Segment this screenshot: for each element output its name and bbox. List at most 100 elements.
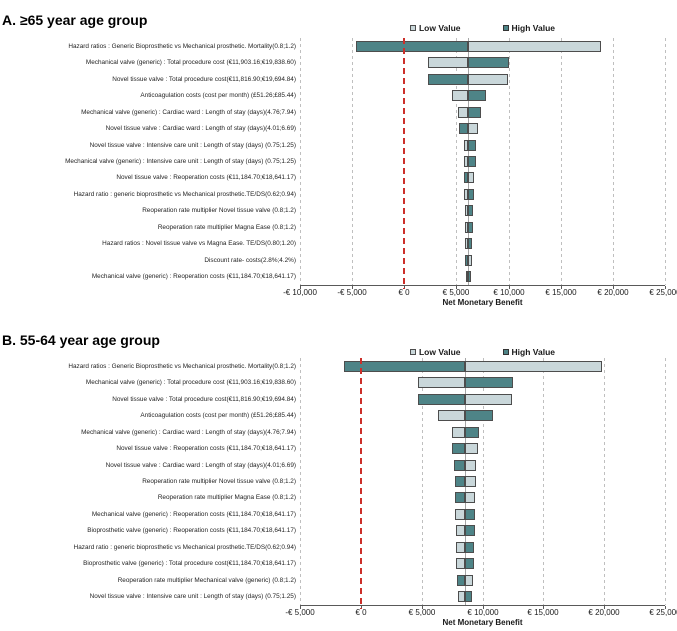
bar-segment-low — [465, 238, 469, 250]
x-axis-line — [300, 285, 665, 286]
bar-segment-low — [464, 188, 469, 200]
category-label: Hazard ratio : generic bioprosthetic vs … — [73, 543, 296, 551]
category-label: Mechanical valve (generic) : Intensive c… — [65, 158, 296, 165]
bar-segment-high — [468, 238, 473, 250]
x-axis-tick-label: € 5,000 — [442, 288, 470, 297]
bar-segment-high — [468, 221, 473, 233]
grid-line — [300, 38, 301, 285]
bar-segment-low — [457, 591, 465, 603]
category-label: Novel tissue valve : Total procedure cos… — [112, 395, 296, 403]
x-axis-tick-label: -€ 5,000 — [285, 608, 315, 617]
bar-segment-high — [464, 541, 475, 553]
category-label: Novel tissue valve : Total procedure cos… — [112, 75, 296, 83]
category-label: Novel tissue valve : Reoperation costs (… — [116, 174, 296, 182]
grid-line — [612, 38, 614, 285]
bar-segment-low — [468, 73, 508, 85]
bar-segment-high — [468, 188, 474, 200]
legend-low-label: Low Value — [418, 23, 461, 33]
x-axis-tick-label: € 15,000 — [527, 608, 559, 617]
bar-segment-low — [464, 574, 474, 586]
grid-line — [560, 38, 562, 285]
bar-segment-low — [464, 492, 476, 504]
bar-segment-low — [468, 172, 475, 184]
grid-line — [508, 38, 510, 285]
bar-segment-high — [454, 459, 465, 471]
category-label: Hazard ratio : generic bioprosthetic vs … — [73, 190, 296, 198]
grid-line — [352, 38, 354, 285]
high-value-swatch-icon — [502, 25, 509, 31]
bar-segment-low — [468, 40, 602, 52]
x-axis-tick-label: € 20,000 — [588, 608, 620, 617]
bar-segment-low — [464, 139, 469, 151]
grid-line — [543, 358, 545, 605]
bar-segment-high — [418, 393, 465, 405]
bar-segment-low — [455, 525, 465, 537]
legend-low-label: Low Value — [418, 347, 461, 357]
zero-reference-line — [403, 38, 405, 289]
bar-segment-low — [464, 459, 477, 471]
bar-segment-high — [464, 508, 476, 520]
bar-segment-low — [455, 508, 465, 520]
category-label: Reoperation rate multiplier Novel tissue… — [142, 478, 296, 485]
bar-segment-low — [468, 123, 478, 135]
legend-high-label: High Value — [511, 347, 556, 357]
category-label: Mechanical valve (generic) : Total proce… — [85, 59, 296, 67]
panel-b-title: B. 55-64 year age group — [2, 331, 160, 348]
bar-segment-low — [465, 271, 469, 283]
grid-line — [300, 358, 301, 605]
panel-a-tornado-chart: A. ≥65 year age group Low Value High Val… — [2, 12, 677, 307]
bar-segment-low — [464, 205, 469, 217]
x-axis-tick-label: € 5,000 — [408, 608, 436, 617]
bar-segment-low — [437, 410, 465, 422]
category-label: Reoperation rate multiplier Mechanical v… — [117, 576, 296, 584]
legend-item-high-value: High Value — [502, 23, 556, 33]
x-axis-tick — [422, 606, 423, 609]
x-axis-tick-label: € 25,000 — [649, 288, 677, 297]
category-label: Novel tissue valve : Cardiac ward : Leng… — [105, 125, 296, 133]
legend-high-label: High Value — [511, 23, 556, 33]
category-label: Reoperation rate multiplier Magna Ease (… — [157, 494, 296, 502]
category-label: Novel tissue valve : Cardiac ward : Leng… — [105, 461, 296, 469]
x-axis-tick — [543, 606, 544, 609]
category-label: Mechanical valve (generic) : Reoperation… — [91, 510, 296, 518]
bar-segment-low — [451, 426, 465, 438]
category-label: Bioprosthetic valve (generic) : Reoperat… — [87, 527, 296, 535]
x-axis-tick — [665, 606, 666, 609]
bar-segment-high — [456, 574, 465, 586]
x-axis-tick — [456, 286, 457, 289]
high-value-swatch-icon — [502, 349, 509, 355]
low-value-swatch-icon — [409, 349, 416, 355]
bar-segment-high — [464, 426, 479, 438]
category-label: Mechanical valve (generic) : Cardiac war… — [81, 428, 296, 436]
category-label: Reoperation rate multiplier Novel tissue… — [142, 207, 296, 215]
panel-a-legend: Low Value High Value — [300, 22, 665, 34]
bar-segment-low — [464, 393, 512, 405]
bar-segment-low — [464, 360, 602, 372]
legend-item-high-value: High Value — [502, 347, 556, 357]
x-axis-tick — [509, 286, 510, 289]
category-label: Mechanical valve (generic) : Cardiac war… — [81, 108, 296, 116]
x-axis-tick-label: € 20,000 — [597, 288, 629, 297]
bar-segment-low — [464, 156, 469, 167]
bar-segment-low — [427, 57, 469, 69]
x-axis-tick — [300, 606, 301, 609]
x-axis-tick — [613, 286, 614, 289]
bar-segment-low — [464, 443, 478, 455]
bar-segment-high — [464, 525, 475, 537]
bar-segment-high — [344, 360, 465, 372]
legend-item-low-value: Low Value — [409, 23, 461, 33]
zero-reference-line — [360, 358, 362, 609]
bar-segment-high — [464, 172, 469, 184]
panel-b-legend: Low Value High Value — [300, 346, 665, 358]
panel-b-tornado-chart: B. 55-64 year age group Low Value High V… — [0, 318, 677, 631]
bar-segment-high — [468, 90, 486, 102]
grid-line — [421, 358, 423, 605]
grid-line — [482, 358, 484, 605]
bar-segment-low — [456, 541, 465, 553]
panel-a-x-axis-title: Net Monetary Benefit — [442, 298, 523, 307]
bar-segment-low — [451, 90, 469, 102]
bar-segment-high — [355, 40, 469, 52]
bar-segment-high — [427, 73, 469, 85]
x-axis-tick-label: € 0 — [398, 288, 410, 297]
bar-segment-high — [464, 591, 473, 603]
